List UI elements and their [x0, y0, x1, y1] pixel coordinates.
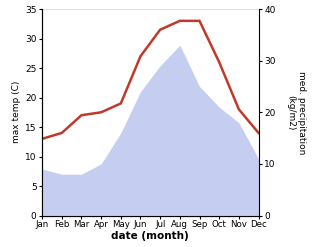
Y-axis label: max temp (C): max temp (C) [12, 81, 21, 144]
Y-axis label: med. precipitation
(kg/m2): med. precipitation (kg/m2) [287, 71, 306, 154]
X-axis label: date (month): date (month) [111, 231, 189, 242]
